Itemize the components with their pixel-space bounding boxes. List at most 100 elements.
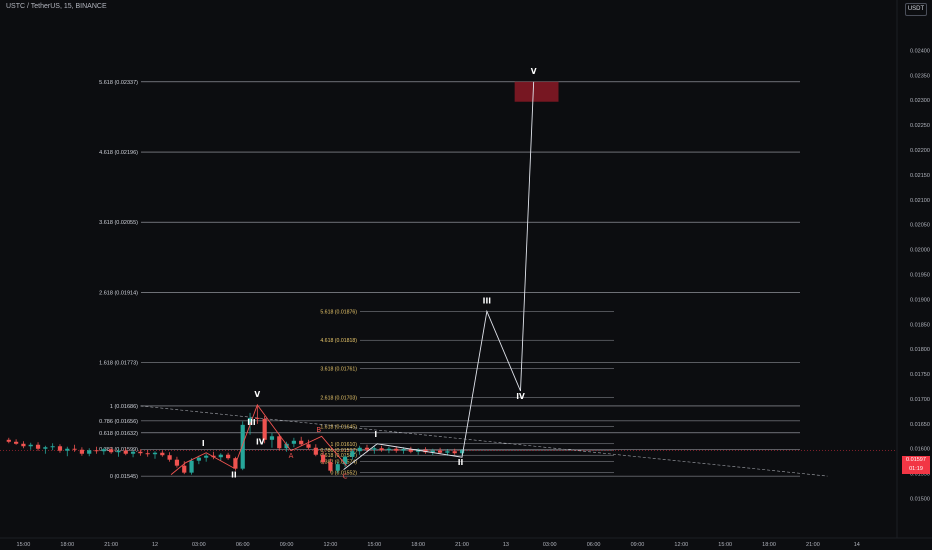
fib-large-label: 1 (0.01686) bbox=[110, 404, 138, 410]
y-tick-label: 0.02250 bbox=[910, 123, 930, 129]
candle-body bbox=[145, 453, 150, 455]
candle-body bbox=[94, 450, 99, 452]
candle-body bbox=[130, 451, 136, 454]
candle-body bbox=[189, 460, 194, 473]
y-tick-label: 0.01950 bbox=[910, 272, 930, 278]
wave-white-label: II bbox=[458, 458, 464, 467]
fib-large-label: 0.786 (0.01656) bbox=[99, 419, 138, 425]
x-tick-label: 13 bbox=[503, 542, 509, 548]
candle-body bbox=[50, 446, 55, 448]
candle-body bbox=[109, 449, 114, 453]
wave-red-label: C bbox=[343, 473, 348, 481]
candle-body bbox=[226, 454, 231, 459]
candle-body bbox=[372, 448, 377, 450]
y-tick-label: 0.02050 bbox=[910, 223, 930, 229]
x-tick-label: 09:00 bbox=[631, 542, 645, 548]
candle-body bbox=[459, 450, 465, 454]
candle-body bbox=[87, 450, 92, 454]
fib-small-label: 0 (0.01552) bbox=[330, 471, 357, 477]
candle-body bbox=[416, 449, 421, 452]
fib-small-label: 4.618 (0.01818) bbox=[320, 338, 357, 344]
fib-large-label: 1.618 (0.01773) bbox=[99, 361, 138, 367]
candle-countdown: 01:19 bbox=[909, 466, 923, 472]
candle-body bbox=[182, 465, 187, 473]
last-price-value: 0.01597 bbox=[906, 457, 926, 463]
candle-body bbox=[160, 452, 165, 456]
y-tick-label: 0.02100 bbox=[910, 198, 930, 204]
wave-white-label: V bbox=[254, 390, 260, 399]
y-tick-label: 0.01700 bbox=[910, 397, 930, 403]
fib-large-label: 0 (0.01545) bbox=[110, 474, 138, 480]
x-tick-label: 03:00 bbox=[543, 542, 557, 548]
candle-body bbox=[174, 459, 180, 466]
symbol-title: USTC / TetherUS, 15, BINANCE bbox=[6, 3, 107, 10]
fib-small-label: 5.618 (0.01876) bbox=[320, 309, 357, 315]
wave-white-path bbox=[343, 81, 535, 471]
candle-body bbox=[72, 448, 77, 450]
candle-body bbox=[277, 436, 282, 449]
candle-body bbox=[313, 447, 318, 455]
fib-large-label: 3.618 (0.02055) bbox=[99, 220, 138, 226]
candle-body bbox=[430, 450, 435, 453]
x-tick-label: 15:00 bbox=[718, 542, 732, 548]
currency-button[interactable]: USDT bbox=[905, 3, 927, 16]
x-tick-label: 18:00 bbox=[762, 542, 776, 548]
x-tick-label: 12:00 bbox=[324, 542, 338, 548]
candle-body bbox=[43, 447, 48, 449]
candle-body bbox=[21, 443, 26, 447]
wave-white-label: I bbox=[374, 430, 377, 439]
x-tick-label: 18:00 bbox=[411, 542, 425, 548]
fib-small-label: 0.382 (0.01574) bbox=[320, 460, 357, 466]
last-price-tag: 0.01597 01:19 bbox=[902, 456, 930, 474]
wave-white-label: IV bbox=[516, 392, 525, 401]
x-tick-label: 15:00 bbox=[367, 542, 381, 548]
candle-body bbox=[240, 424, 245, 469]
x-tick-label: 12 bbox=[152, 542, 158, 548]
candle-body bbox=[57, 446, 63, 451]
x-tick-label: 21:00 bbox=[806, 542, 820, 548]
candle-body bbox=[357, 447, 362, 452]
candle-body bbox=[35, 444, 41, 449]
x-tick-label: 14 bbox=[854, 542, 860, 548]
fib-small-label: 0.786 (0.01597) bbox=[320, 448, 357, 454]
y-tick-label: 0.02200 bbox=[910, 148, 930, 154]
candle-body bbox=[247, 417, 253, 425]
fib-small-label: 3.618 (0.01761) bbox=[320, 367, 357, 373]
dashed-trendline bbox=[140, 405, 828, 477]
y-tick-label: 0.02300 bbox=[910, 98, 930, 104]
candle-body bbox=[379, 448, 384, 451]
candle-body bbox=[408, 449, 413, 452]
candle-body bbox=[138, 451, 143, 454]
candle-body bbox=[14, 441, 19, 444]
candle-body bbox=[167, 455, 172, 460]
candle-body bbox=[284, 443, 289, 449]
candle-body bbox=[6, 439, 11, 442]
wave-red-label: B bbox=[316, 426, 321, 434]
candle-body bbox=[321, 454, 326, 463]
wave-white-label: V bbox=[531, 67, 537, 76]
fib-small-label: 2.618 (0.01703) bbox=[320, 395, 357, 401]
wave-red-label: A bbox=[289, 452, 294, 460]
candle-body bbox=[79, 449, 84, 454]
y-tick-label: 0.02000 bbox=[910, 248, 930, 254]
fib-large-label: 4.618 (0.02196) bbox=[99, 150, 138, 156]
wave-white-label: I bbox=[202, 439, 205, 448]
y-tick-label: 0.01900 bbox=[910, 297, 930, 303]
candle-body bbox=[350, 451, 355, 457]
y-tick-label: 0.01500 bbox=[910, 497, 930, 503]
fib-small-label: 1.618 (0.01645) bbox=[320, 424, 357, 430]
candle-body bbox=[445, 451, 450, 453]
x-tick-label: 21:00 bbox=[455, 542, 469, 548]
candle-body bbox=[269, 436, 275, 440]
candle-body bbox=[452, 451, 457, 454]
candle-body bbox=[437, 450, 443, 453]
x-tick-label: 15:00 bbox=[17, 542, 31, 548]
candle-body bbox=[364, 447, 370, 450]
x-tick-label: 09:00 bbox=[280, 542, 294, 548]
candle-body bbox=[255, 417, 260, 419]
candle-body bbox=[28, 444, 33, 447]
candle-body bbox=[101, 449, 106, 452]
x-tick-label: 21:00 bbox=[104, 542, 118, 548]
y-tick-label: 0.02150 bbox=[910, 173, 930, 179]
